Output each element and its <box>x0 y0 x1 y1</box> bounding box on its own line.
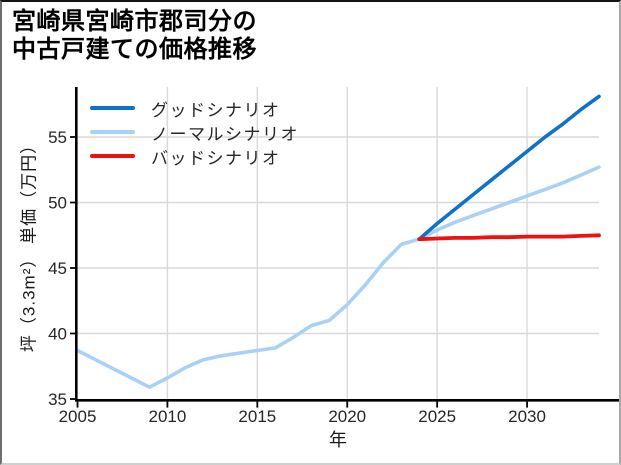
legend-label-bad-scenario: バッドシナリオ <box>151 148 281 168</box>
x-tick-label: 2030 <box>508 407 546 426</box>
y-tick-label: 45 <box>48 259 67 278</box>
x-axis-label: 年 <box>329 430 347 450</box>
y-tick-label: 50 <box>48 194 67 213</box>
legend-item-bad-scenario: バッドシナリオ <box>90 144 299 168</box>
y-axis-label: 坪（3.3m²） 単価（万円） <box>19 135 39 353</box>
legend-item-good-scenario: グッドシナリオ <box>90 96 299 120</box>
normal-scenario-line-swatch <box>90 129 135 135</box>
x-tick-label: 2010 <box>148 407 186 426</box>
legend: グッドシナリオ ノーマルシナリオ バッドシナリオ <box>90 96 299 168</box>
y-tick-label: 35 <box>48 390 67 409</box>
x-tick-label: 2020 <box>328 407 366 426</box>
x-tick-label: 2025 <box>418 407 456 426</box>
chart-title-line1: 宮崎県宮崎市郡司分の <box>12 8 257 35</box>
x-tick-label: 2005 <box>59 407 97 426</box>
normal-scenario-line <box>75 165 601 390</box>
good-scenario-line-swatch <box>90 105 135 111</box>
chart-title: 宮崎県宮崎市郡司分の 中古戸建ての価格推移 <box>12 8 257 64</box>
legend-label-normal-scenario: ノーマルシナリオ <box>151 124 299 144</box>
legend-label-good-scenario: グッドシナリオ <box>151 100 281 120</box>
bad-scenario-line <box>417 233 601 242</box>
good-scenario-line <box>417 94 601 241</box>
chart-title-line2: 中古戸建ての価格推移 <box>12 36 257 63</box>
legend-item-normal-scenario: ノーマルシナリオ <box>90 120 299 144</box>
bad-scenario-line-swatch <box>90 153 135 159</box>
x-tick-label: 2015 <box>238 407 276 426</box>
y-tick-label: 55 <box>48 128 67 147</box>
y-tick-label: 40 <box>48 325 67 344</box>
